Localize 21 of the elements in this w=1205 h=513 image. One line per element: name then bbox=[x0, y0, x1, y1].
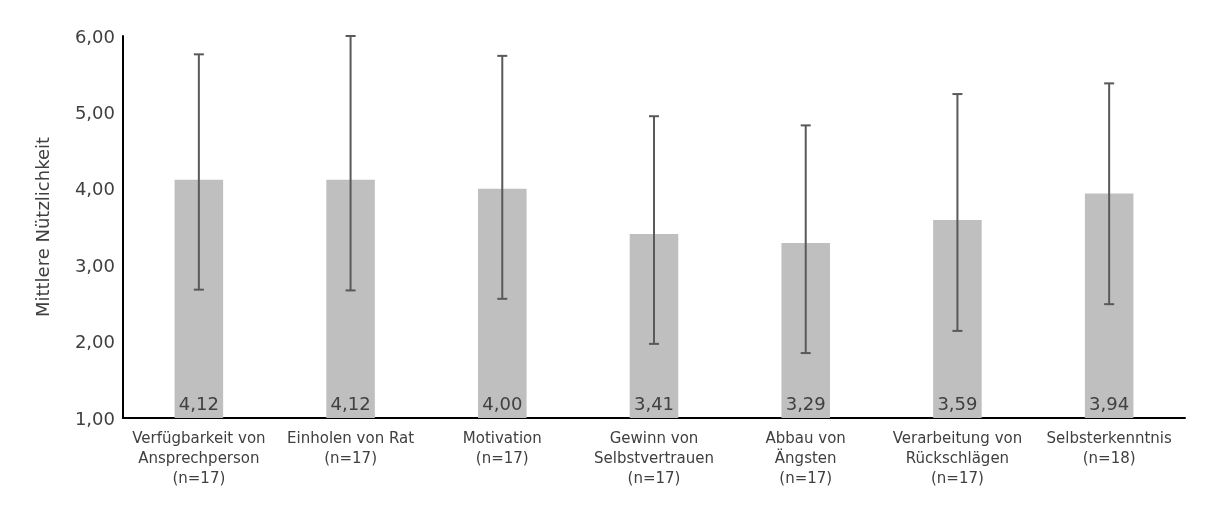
y-tick-label: 1,00 bbox=[74, 407, 115, 429]
x-tick-label: Motivation (n=17) bbox=[462, 429, 542, 467]
data-label: 3,29 bbox=[785, 392, 826, 414]
x-tick-label: Verarbeitung von Rückschlägen (n=17) bbox=[892, 429, 1023, 487]
x-tick-label: Selbsterkenntnis (n=18) bbox=[1046, 429, 1172, 467]
y-tick-label: 4,00 bbox=[74, 178, 115, 200]
y-tick-label: 2,00 bbox=[74, 331, 115, 353]
y-tick-label: 3,00 bbox=[74, 254, 115, 276]
x-tick-label: Verfügbarkeit von Ansprechperson (n=17) bbox=[132, 429, 266, 487]
data-label: 3,41 bbox=[633, 392, 675, 414]
y-tick-label: 6,00 bbox=[74, 25, 115, 47]
data-label: 4,12 bbox=[178, 392, 219, 414]
data-label: 3,59 bbox=[937, 392, 978, 414]
y-axis-title: Mittlere Nützlichkeit bbox=[31, 136, 53, 318]
data-label: 4,12 bbox=[330, 392, 371, 414]
data-label: 3,94 bbox=[1089, 392, 1130, 414]
x-tick-label: Einholen von Rat (n=17) bbox=[287, 429, 415, 467]
x-tick-label: Abbau von Ängsten (n=17) bbox=[765, 429, 846, 487]
y-tick-label: 5,00 bbox=[74, 101, 115, 123]
data-label: 4,00 bbox=[482, 392, 523, 414]
x-tick-label: Gewinn von Selbstvertrauen (n=17) bbox=[594, 429, 714, 487]
